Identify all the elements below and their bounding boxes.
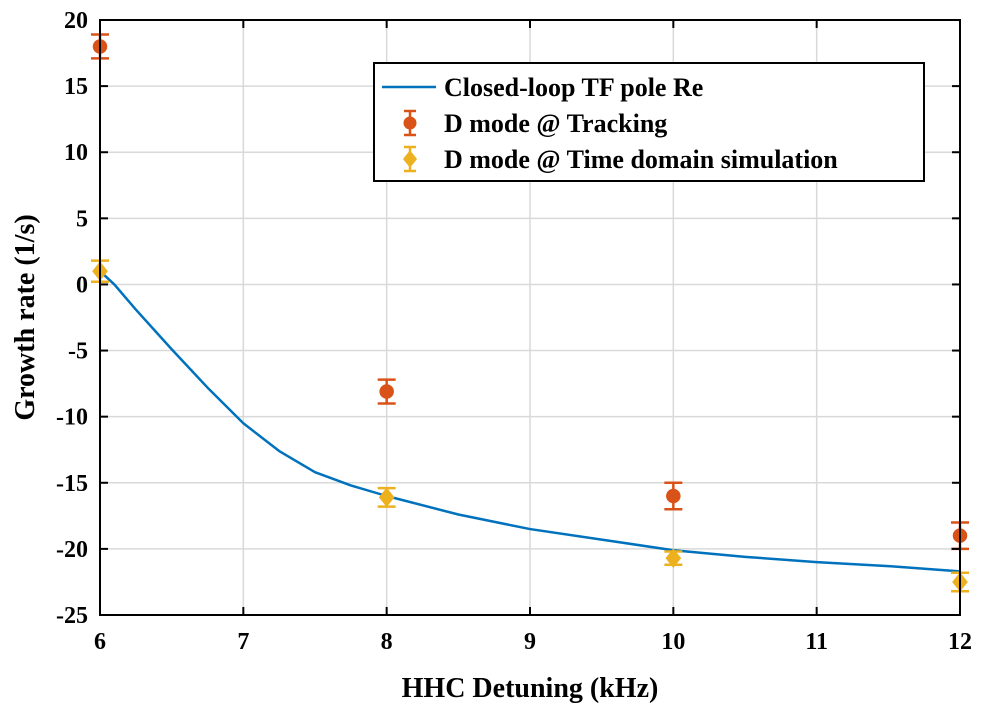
data-point [379, 384, 394, 399]
legend-label: D mode @ Tracking [444, 109, 667, 138]
y-tick-label: 15 [64, 74, 88, 100]
x-tick-label: 9 [524, 629, 536, 655]
legend-marker [403, 116, 417, 130]
y-tick-label: -20 [56, 537, 88, 563]
data-point [666, 488, 681, 504]
legend-box [373, 62, 925, 182]
y-tick-label: -25 [56, 603, 88, 629]
series-1 [99, 270, 961, 573]
legend-entry: D mode @ Tracking [403, 109, 667, 138]
data-point [665, 548, 682, 568]
y-tick-label: 10 [64, 140, 88, 166]
x-tick-label: 7 [237, 629, 249, 655]
series-line [99, 270, 961, 573]
x-tick-label: 10 [661, 629, 685, 655]
x-tick-label: 6 [94, 629, 106, 655]
y-tick-label: -15 [56, 471, 88, 497]
axis-ticks: 6 7 8 9 10 11 12 -25 -20 -15 -10 -5 0 5 10 15 20 [56, 8, 972, 655]
data-point [378, 487, 395, 508]
x-tick-label: 8 [381, 629, 393, 655]
y-tick-label: 0 [76, 272, 88, 298]
legend-marker [402, 150, 418, 168]
y-axis-label: Growth rate (1/s) [10, 214, 41, 420]
y-tick-label: -5 [68, 339, 88, 365]
series-3 [91, 259, 969, 593]
axis-labels: HHC Detuning (kHz) Growth rate (1/s) [10, 214, 658, 704]
legend-label: D mode @ Time domain simulation [444, 145, 838, 174]
y-tick-label: 20 [64, 8, 88, 34]
legend-entry: D mode @ Time domain simulation [402, 145, 838, 174]
legend-entry: Closed-loop TF pole Re [382, 73, 703, 102]
legend: Closed-loop TF pole Re D mode @ Tracking D… [373, 62, 925, 182]
plot-series [91, 33, 969, 593]
y-tick-label: -10 [56, 405, 88, 431]
y-tick-label: 5 [76, 206, 88, 232]
legend-label: Closed-loop TF pole Re [444, 73, 703, 102]
x-axis-label: HHC Detuning (kHz) [402, 673, 659, 704]
x-tick-label: 12 [948, 629, 972, 655]
x-tick-label: 11 [805, 629, 828, 655]
